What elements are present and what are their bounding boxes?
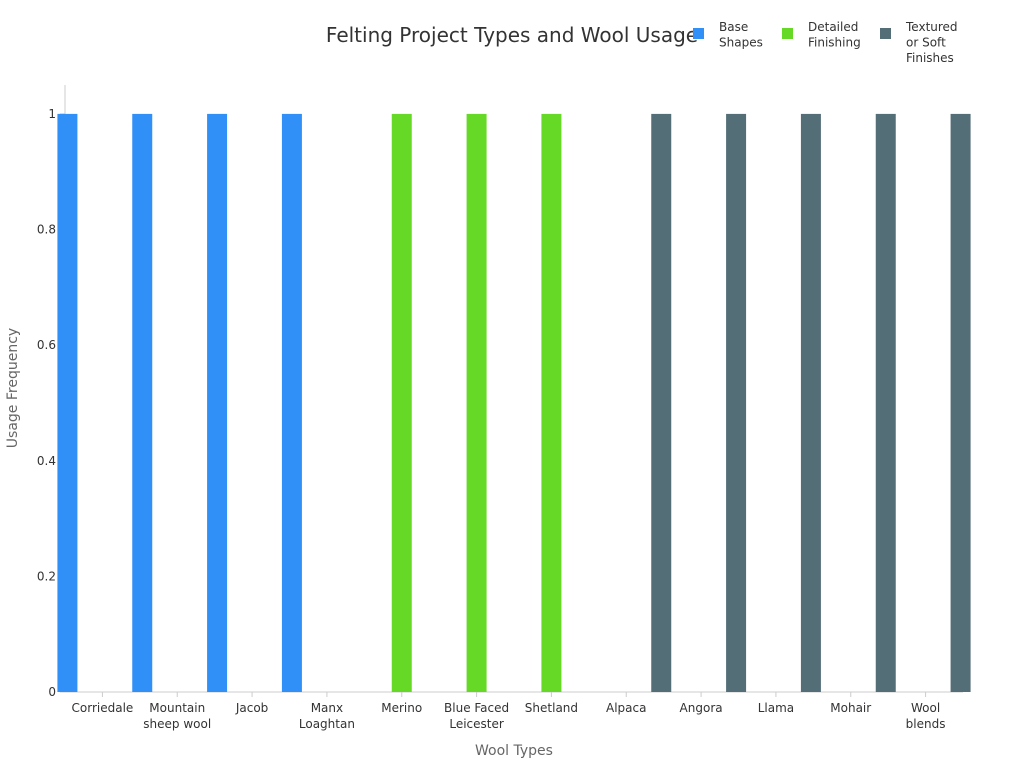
legend-item-2: Textured or Soft Finishes: [880, 20, 958, 65]
x-tick-label: Wool blends: [906, 701, 946, 731]
chart-title: Felting Project Types and Wool Usage: [326, 23, 698, 47]
y-tick-label: 0: [48, 685, 56, 699]
legend-swatch: [693, 28, 704, 39]
x-tick-label: Llama: [758, 701, 794, 715]
bar-detailed-finishing-5: [466, 113, 487, 692]
y-tick-label: 0.4: [37, 454, 56, 468]
bar-textured-or-soft-finishes-9: [800, 113, 821, 692]
x-tick-label: Mohair: [830, 701, 871, 715]
bar-textured-or-soft-finishes-8: [726, 113, 747, 692]
legend: Base Shapes Detailed Finishing Textured or So…: [693, 20, 958, 65]
x-tick-label: Angora: [680, 701, 723, 715]
bar-textured-or-soft-finishes-10: [875, 113, 896, 692]
legend-item-0: Base Shapes: [693, 20, 763, 50]
legend-label: Textured or Soft Finishes: [905, 20, 958, 65]
legend-item-1: Detailed Finishing: [782, 20, 861, 50]
x-tick-label: Alpaca: [606, 701, 646, 715]
x-tick-label: Blue Faced Leicester: [444, 701, 509, 731]
x-tick-label: Jacob: [235, 701, 268, 715]
x-tick-label: Shetland: [525, 701, 578, 715]
legend-label: Detailed Finishing: [808, 20, 861, 50]
bar-detailed-finishing-6: [541, 113, 562, 692]
y-tick-label: 1: [48, 107, 56, 121]
y-tick-label: 0.6: [37, 338, 56, 352]
bar-base-shapes-2: [207, 113, 228, 692]
y-tick-label: 0.8: [37, 223, 56, 237]
bars: [57, 113, 971, 692]
x-tick-label: Manx Loaghtan: [299, 701, 355, 731]
legend-swatch: [880, 28, 891, 39]
x-axis: Corriedale Mountain sheep wool Jacob Manx Loa…: [65, 691, 963, 731]
bar-base-shapes-0: [57, 113, 78, 692]
bar-detailed-finishing-4: [391, 113, 412, 692]
bar-base-shapes-3: [281, 113, 302, 692]
legend-label: Base Shapes: [719, 20, 763, 50]
y-tick-label: 0.2: [37, 569, 56, 583]
x-tick-label: Mountain sheep wool: [143, 701, 211, 731]
x-axis-title: Wool Types: [475, 743, 553, 759]
x-tick-label: Corriedale: [72, 701, 134, 715]
x-tick-label: Merino: [381, 701, 422, 715]
y-axis-title: Usage Frequency: [5, 328, 21, 448]
bar-base-shapes-1: [132, 113, 153, 692]
legend-swatch: [782, 28, 793, 39]
bar-textured-or-soft-finishes-7: [651, 113, 672, 692]
bar-textured-or-soft-finishes-11: [950, 113, 971, 692]
